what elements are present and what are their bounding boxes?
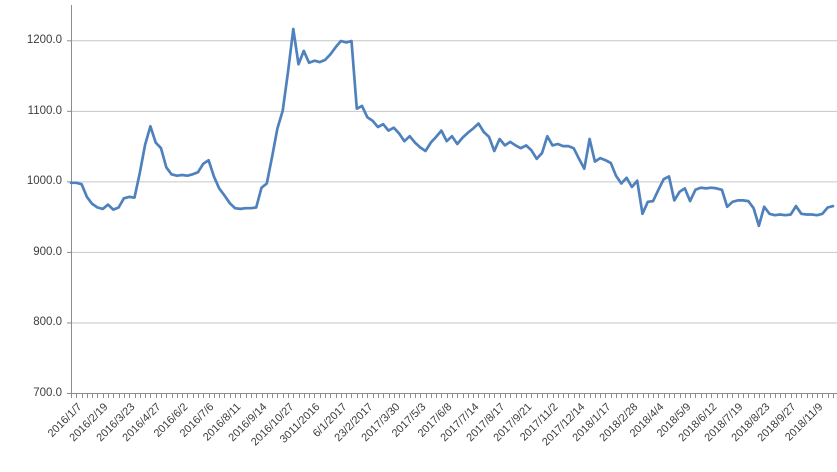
y-axis-label: 900.0 xyxy=(33,245,62,258)
y-axis-label: 800.0 xyxy=(33,316,62,329)
y-axis-label: 1000.0 xyxy=(26,175,62,188)
y-axis-label: 1200.0 xyxy=(26,34,62,47)
series-line xyxy=(69,27,835,228)
y-axis-label: 1100.0 xyxy=(27,104,62,117)
y-axis-label: 700.0 xyxy=(33,387,62,399)
